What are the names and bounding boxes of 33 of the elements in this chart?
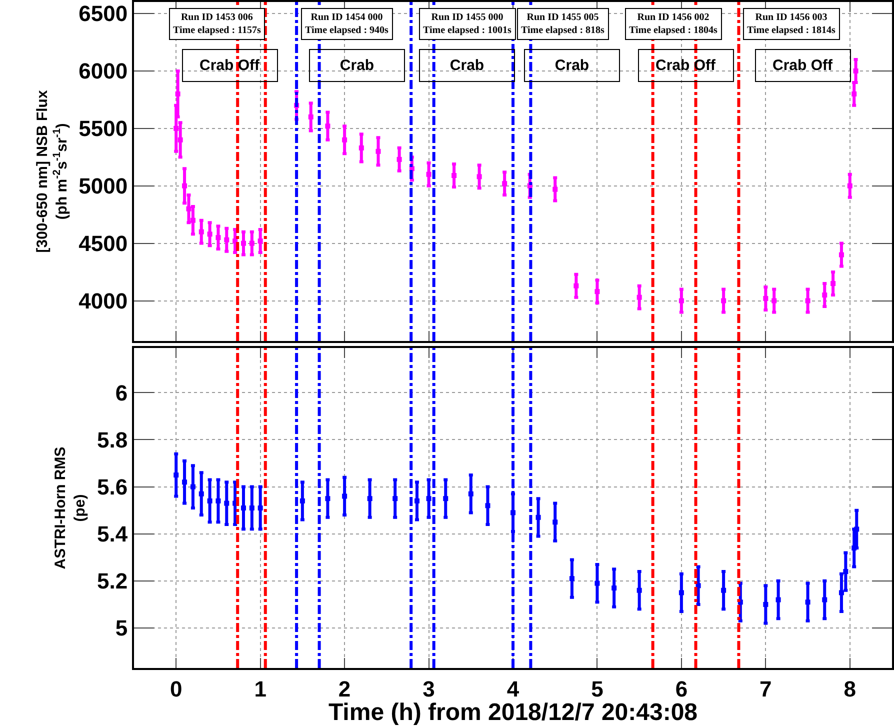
x-tick-label: 5 (591, 676, 604, 702)
annotation: Run ID 1453 006 Time elapsed : 1157s (173, 12, 261, 36)
y-tick-label: 4500 (78, 231, 128, 256)
y-tick-label: 6 (115, 380, 128, 406)
annotation: Run ID 1454 000 Time elapsed : 940s (305, 12, 389, 36)
annotation: Crab (554, 57, 590, 74)
annotation: Crab Off (772, 57, 834, 74)
annotation: Run ID 1455 000 Time elapsed : 1001s (423, 12, 512, 36)
x-tick-label: 3 (422, 676, 435, 702)
annotation: Crab (450, 57, 484, 74)
y-tick-label: 5.6 (97, 474, 128, 500)
x-tick-label: 4 (506, 676, 520, 702)
annotation: Run ID 1456 003 Time elapsed : 1814s (747, 12, 836, 36)
x-axis-title: Time (h) from 2018/12/7 20:43:08 (328, 699, 698, 726)
x-tick-label: 1 (254, 676, 266, 702)
x-tick-label: 0 (170, 676, 182, 702)
y-tick-label: 5.4 (97, 522, 128, 547)
y-tick-label: 5500 (78, 116, 128, 142)
y-tick-label: 5 (115, 616, 128, 641)
annotation: Run ID 1455 005 Time elapsed : 818s (521, 12, 605, 36)
y-tick-label: 5.8 (97, 427, 128, 452)
x-tick-label: 6 (675, 676, 688, 702)
annotation: Run ID 1456 002 Time elapsed : 1804s (629, 12, 718, 36)
y-tick-label: 6500 (78, 1, 128, 26)
x-tick-label: 2 (338, 676, 351, 702)
x-tick-label: 7 (760, 676, 772, 702)
annotation: Crab (340, 57, 374, 74)
y-tick-label: 5.2 (97, 568, 128, 594)
y-tick-label: 6000 (78, 58, 128, 84)
y-tick-label: 4000 (78, 288, 128, 314)
y-tick-label: 5000 (78, 174, 128, 199)
y-axis-title: ASTRI-Horn RMS (pe) (52, 446, 89, 570)
x-tick-label: 8 (844, 676, 856, 702)
